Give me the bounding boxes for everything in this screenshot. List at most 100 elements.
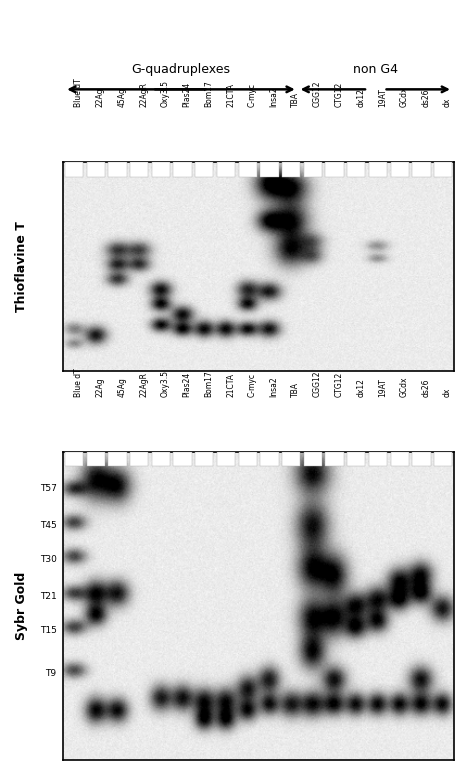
Bar — [282, 162, 300, 177]
Bar — [130, 162, 148, 177]
Bar — [260, 452, 278, 466]
Text: 21CTA: 21CTA — [226, 373, 235, 397]
Text: TBA: TBA — [291, 381, 300, 397]
Text: GCdx: GCdx — [400, 376, 409, 397]
Bar — [239, 452, 257, 466]
Bar — [217, 162, 235, 177]
Text: Bom17: Bom17 — [205, 80, 213, 107]
Bar — [369, 162, 387, 177]
Text: T9: T9 — [45, 669, 57, 679]
Text: C-myc: C-myc — [248, 83, 257, 107]
Bar — [434, 162, 452, 177]
Text: GCdx: GCdx — [400, 86, 409, 107]
Bar — [130, 452, 148, 466]
Bar — [108, 162, 126, 177]
Bar — [65, 452, 83, 466]
Text: Bom17: Bom17 — [205, 370, 213, 397]
Text: G-quadruplexes: G-quadruplexes — [131, 63, 230, 76]
Bar — [282, 452, 300, 466]
Bar — [347, 452, 366, 466]
Text: T30: T30 — [40, 555, 57, 564]
Bar — [152, 452, 170, 466]
Bar — [412, 162, 431, 177]
Text: T57: T57 — [40, 484, 57, 493]
Bar — [325, 162, 344, 177]
Bar — [174, 162, 192, 177]
Bar — [282, 162, 300, 177]
Bar — [260, 162, 278, 177]
Text: T15: T15 — [40, 626, 57, 635]
Bar — [412, 452, 431, 466]
Bar — [65, 452, 83, 466]
Bar — [217, 452, 235, 466]
Text: 45Ag: 45Ag — [117, 377, 126, 397]
Bar — [65, 162, 83, 177]
Text: 22Ag: 22Ag — [96, 87, 105, 107]
Bar — [260, 162, 278, 177]
Bar — [369, 162, 387, 177]
Bar — [239, 162, 257, 177]
Bar — [195, 162, 213, 177]
Text: Sybr Gold: Sybr Gold — [15, 572, 28, 640]
Text: dx: dx — [443, 388, 452, 397]
Bar — [304, 162, 322, 177]
Bar — [391, 162, 409, 177]
Bar — [130, 452, 148, 466]
Bar — [260, 452, 278, 466]
Text: Blue dT: Blue dT — [74, 79, 83, 107]
Bar — [217, 452, 235, 466]
Bar — [347, 162, 366, 177]
Bar — [369, 452, 387, 466]
Bar — [195, 452, 213, 466]
Bar — [87, 162, 105, 177]
Text: T21: T21 — [40, 592, 57, 601]
Text: Insa2: Insa2 — [270, 86, 278, 107]
Text: 45Ag: 45Ag — [117, 87, 126, 107]
Bar — [195, 452, 213, 466]
Text: dx: dx — [443, 98, 452, 107]
Text: TBA: TBA — [291, 92, 300, 107]
Bar — [304, 452, 322, 466]
Bar — [130, 162, 148, 177]
Text: Blue dT: Blue dT — [74, 368, 83, 397]
Text: 21CTA: 21CTA — [226, 83, 235, 107]
Bar — [325, 452, 344, 466]
Bar — [304, 452, 322, 466]
Bar — [152, 162, 170, 177]
Bar — [87, 452, 105, 466]
Bar — [108, 452, 126, 466]
Bar — [87, 452, 105, 466]
Bar — [304, 162, 322, 177]
Bar — [391, 162, 409, 177]
Bar — [412, 452, 431, 466]
Bar — [152, 452, 170, 466]
Bar — [282, 452, 300, 466]
Text: ds26: ds26 — [421, 378, 431, 397]
Bar — [239, 452, 257, 466]
Bar — [391, 452, 409, 466]
Text: 22Ag: 22Ag — [96, 377, 105, 397]
Text: Oxy3.5: Oxy3.5 — [161, 370, 170, 397]
Text: CTG12: CTG12 — [335, 371, 344, 397]
Text: CGG12: CGG12 — [313, 370, 322, 397]
Bar — [195, 162, 213, 177]
Bar — [217, 162, 235, 177]
Text: 22AgR: 22AgR — [139, 82, 148, 107]
Bar — [369, 452, 387, 466]
Bar — [412, 162, 431, 177]
Text: CTG12: CTG12 — [335, 82, 344, 107]
Text: 19AT: 19AT — [378, 88, 387, 107]
Text: ds26: ds26 — [421, 89, 431, 107]
Text: dx12: dx12 — [356, 378, 365, 397]
Text: dx12: dx12 — [356, 88, 365, 107]
Bar — [65, 162, 83, 177]
Bar — [174, 452, 192, 466]
Bar — [174, 452, 192, 466]
Text: CGG12: CGG12 — [313, 80, 322, 107]
Bar — [152, 162, 170, 177]
Text: Insa2: Insa2 — [270, 376, 278, 397]
Text: T45: T45 — [40, 521, 57, 530]
Bar — [239, 162, 257, 177]
Bar — [347, 162, 366, 177]
Bar — [325, 162, 344, 177]
